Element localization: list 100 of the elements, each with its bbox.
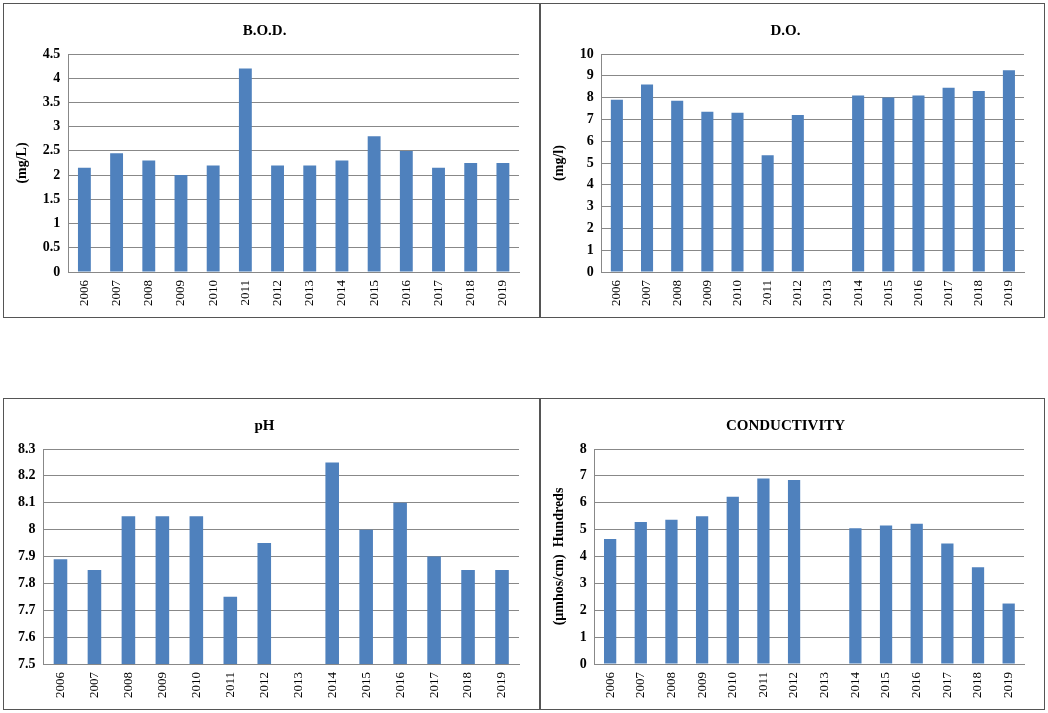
y-tick-label: 1 — [586, 241, 594, 257]
bar — [641, 84, 654, 272]
bar — [731, 112, 744, 272]
x-tick-label: 2013 — [301, 280, 317, 306]
bar — [335, 160, 349, 272]
y-tick-label: 1 — [53, 215, 61, 231]
y-tick-label: 9 — [586, 67, 594, 83]
y-tick-label: 1 — [579, 628, 587, 644]
x-tick-label: 2015 — [877, 672, 893, 698]
x-tick-label: 2016 — [391, 671, 407, 698]
x-tick-label: 2009 — [153, 672, 169, 698]
bar — [971, 567, 985, 664]
bar — [941, 543, 954, 664]
bar — [671, 100, 684, 272]
y-tick-label: 4 — [579, 548, 587, 564]
y-tick-label: 8.2 — [18, 467, 36, 483]
chart-title: CONDUCTIVITY — [725, 416, 846, 433]
y-tick-label: 8 — [579, 440, 587, 456]
bar — [787, 479, 801, 664]
y-tick-label: 3.5 — [42, 94, 61, 110]
bar — [496, 163, 510, 272]
bar — [604, 539, 617, 664]
x-tick-label: 2012 — [255, 672, 271, 698]
y-tick-label: 7 — [586, 111, 594, 127]
x-tick-label: 2007 — [85, 671, 101, 698]
x-tick-label: 2016 — [909, 279, 925, 306]
x-tick-label: 2008 — [140, 280, 156, 306]
bar — [757, 478, 770, 664]
y-tick-label: 5 — [586, 154, 594, 170]
y-tick-label: 8 — [28, 521, 36, 537]
x-tick-label: 2016 — [397, 279, 413, 306]
y-tick-label: 5 — [579, 521, 587, 537]
x-tick-label: 2014 — [849, 279, 865, 306]
chart-title: B.O.D. — [242, 21, 287, 38]
y-tick-label: 8.1 — [18, 494, 36, 510]
x-tick-label: 2006 — [75, 279, 91, 306]
chart-title: pH — [254, 416, 275, 433]
x-tick-label: 2011 — [754, 672, 770, 698]
y-tick-label: 7.7 — [18, 601, 36, 617]
y-tick-label: 7.6 — [18, 628, 36, 644]
y-tick-label: 6 — [586, 132, 594, 148]
x-tick-label: 2015 — [879, 280, 895, 306]
bar — [174, 175, 188, 272]
x-tick-label: 2006 — [51, 671, 67, 698]
y-tick-label: 4 — [586, 176, 594, 192]
y-tick-label: 2 — [579, 601, 587, 617]
bar — [464, 163, 478, 272]
x-tick-label: 2011 — [221, 672, 237, 698]
x-tick-label: 2018 — [459, 672, 475, 698]
bar — [912, 95, 925, 272]
y-tick-label: 2 — [586, 220, 594, 236]
y-tick-label: 7.5 — [18, 655, 36, 671]
x-tick-label: 2017 — [429, 279, 445, 306]
x-tick-label: 2017 — [940, 279, 956, 306]
bar — [849, 528, 862, 664]
bar — [110, 153, 124, 272]
x-tick-label: 2012 — [789, 280, 805, 306]
x-tick-label: 2011 — [236, 280, 252, 306]
bar — [610, 99, 623, 272]
y-axis-title: (mg/l) — [551, 144, 568, 181]
x-tick-label: 2014 — [846, 671, 862, 698]
bar — [879, 525, 893, 664]
y-tick-label: 7 — [579, 467, 587, 483]
chart-title: D.O. — [770, 21, 801, 38]
y-tick-label: 0.5 — [42, 239, 61, 255]
x-tick-label: 2019 — [1000, 280, 1016, 306]
x-tick-label: 2018 — [462, 280, 478, 306]
y-tick-label: 0 — [586, 263, 594, 279]
x-tick-label: 2010 — [724, 672, 740, 698]
x-tick-label: 2019 — [494, 280, 510, 306]
y-tick-label: 10 — [579, 45, 594, 61]
bar — [695, 516, 709, 664]
y-axis-title: (mg/L) — [14, 142, 31, 184]
x-tick-label: 2007 — [632, 671, 648, 698]
y-tick-label: 3 — [579, 574, 587, 590]
x-tick-label: 2012 — [785, 672, 801, 698]
bar — [271, 165, 284, 272]
bar — [665, 519, 678, 664]
bar — [206, 165, 220, 272]
bar — [910, 523, 923, 664]
x-tick-label: 2006 — [608, 279, 624, 306]
y-tick-label: 3 — [53, 118, 61, 134]
x-tick-label: 2013 — [819, 280, 835, 306]
bar — [726, 496, 739, 664]
x-tick-label: 2016 — [908, 671, 924, 698]
bar — [634, 522, 647, 664]
x-tick-label: 2007 — [108, 279, 124, 306]
y-tick-label: 0 — [53, 263, 61, 279]
y-tick-label: 6 — [579, 494, 587, 510]
x-tick-label: 2015 — [365, 280, 381, 306]
bar — [761, 155, 774, 272]
x-tick-label: 2010 — [728, 280, 744, 306]
y-tick-label: 4 — [53, 69, 61, 85]
x-tick-label: 2012 — [268, 280, 284, 306]
bar — [791, 115, 804, 272]
x-tick-label: 2007 — [638, 279, 654, 306]
bar — [238, 68, 252, 272]
x-tick-label: 2006 — [601, 671, 617, 698]
x-tick-label: 2009 — [172, 280, 188, 306]
x-tick-label: 2008 — [119, 672, 135, 698]
